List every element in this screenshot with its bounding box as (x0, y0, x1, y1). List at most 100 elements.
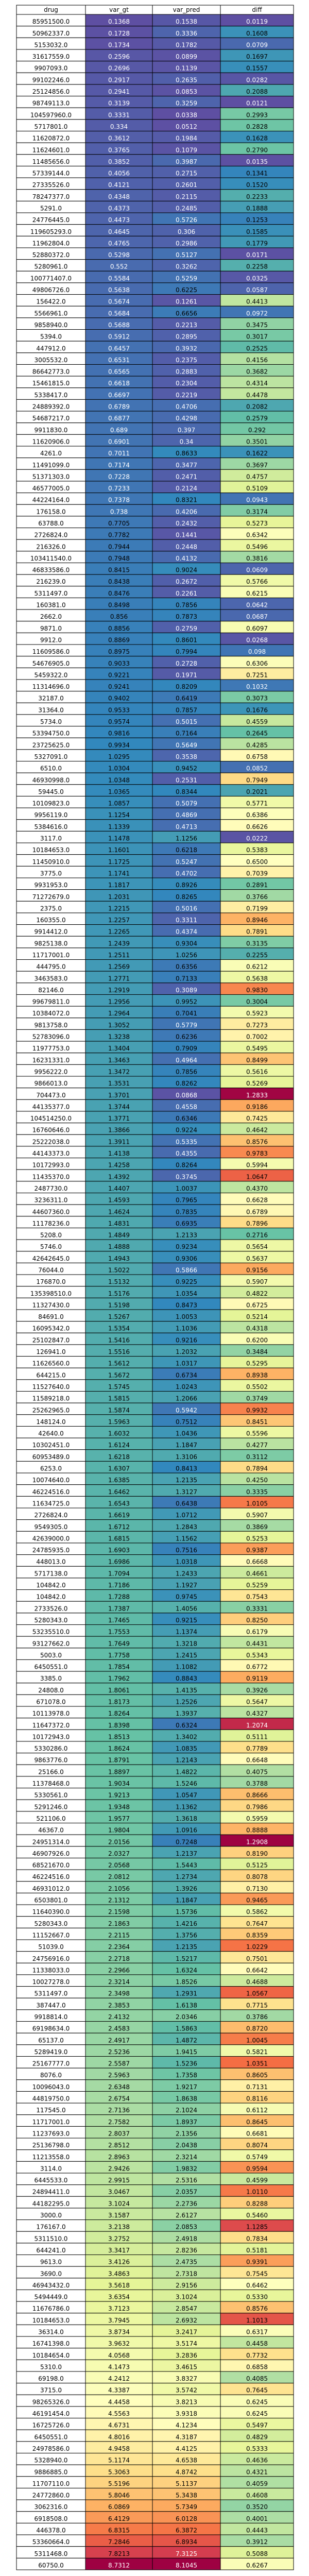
table-row: 25167777.0 2.5587 1.5236 1.0351 (16, 2056, 294, 2069)
cell-var-gt-text: 0.7705 (108, 520, 130, 527)
table-row: 11327430.0 1.5198 0.8473 0.6725 (16, 1297, 294, 1310)
table-row: 11338033.0 2.2966 1.6324 0.6642 (16, 1962, 294, 1975)
table-row: 93127662.0 1.7649 1.3218 0.4431 (16, 1636, 294, 1649)
cell-var-pred-text: 0.8265 (176, 893, 197, 901)
cell-diff-text: 0.5502 (246, 1383, 268, 1391)
table-row: 24772860.0 5.8046 5.3438 0.4608 (16, 2487, 294, 2500)
table-row: 44135377.0 1.3744 0.4558 0.9186 (16, 1099, 294, 1112)
table-row: 60750.0 8.7312 8.1045 0.6267 (16, 2557, 294, 2570)
table-row: 104514250.0 1.3771 0.6346 0.7425 (16, 1111, 294, 1124)
cell-drug-text: 25124856.0 (32, 88, 70, 95)
cell-drug-text: 31364.0 (38, 706, 64, 714)
cell-var-gt-text: 2.0568 (108, 1862, 130, 1869)
cell-diff-text: 0.7002 (246, 1033, 268, 1041)
cell-var-gt-text: 1.7553 (108, 1629, 130, 1636)
cell-diff-text: 0.6200 (246, 1336, 268, 1344)
cell-var-pred-text: 0.9745 (176, 1594, 197, 1601)
cell-diff-text: 0.5460 (246, 2212, 268, 2219)
cell-var-pred-text: 0.5335 (176, 1138, 197, 1145)
table-row: 24951314.0 2.0156 0.7248 1.2908 (16, 1834, 294, 1847)
table-row: 6450551.0 1.7854 1.1082 0.6772 (16, 1659, 294, 1672)
cell-drug-text: 11620872.0 (32, 135, 70, 142)
table-row: 69198634.0 2.4583 1.5863 0.8720 (16, 2021, 294, 2033)
cell-var-pred-text: 0.3477 (176, 462, 197, 469)
cell-var-pred-text: 1.3937 (176, 1710, 197, 1717)
table-row: 53360664.0 7.2846 6.8934 0.3912 (16, 2534, 294, 2547)
cell-diff-text: 0.7732 (246, 2352, 268, 2359)
cell-diff-text: 0.9391 (246, 2259, 268, 2266)
cell-diff-text: 0.1622 (246, 450, 268, 457)
cell-var-gt-text: 1.8061 (108, 1687, 130, 1694)
cell-diff-text: 0.4636 (246, 2457, 268, 2464)
cell-var-gt-text: 1.4943 (108, 1255, 130, 1262)
cell-var-gt-text: 7.8213 (108, 2550, 130, 2557)
table-row: 11620906.0 0.6901 0.34 0.3501 (16, 434, 294, 447)
cell-drug-text: 3236311.0 (35, 1197, 68, 1204)
table-row: 86642773.0 0.6565 0.2883 0.3682 (16, 364, 294, 377)
cell-var-pred-text: 0.7835 (176, 1208, 197, 1215)
cell-diff-text: 0.3788 (246, 1780, 268, 1787)
cell-var-pred-text: 3.5174 (176, 2340, 197, 2347)
cell-var-gt-text: 0.4348 (108, 193, 130, 200)
cell-var-pred-text: 0.2432 (176, 520, 197, 527)
cell-var-pred-text: 2.6932 (176, 2317, 197, 2324)
cell-var-gt-text: 0.9816 (108, 730, 130, 737)
header-var-gt: var_gt (109, 6, 129, 13)
cell-diff-text: 0.3174 (246, 508, 268, 515)
cell-var-pred-text: 1.0256 (176, 952, 197, 959)
table-row: 704473.0 1.3701 0.0868 1.2833 (16, 1088, 294, 1100)
cell-diff-text: 0.1608 (246, 30, 268, 37)
cell-var-gt-text: 4.4458 (108, 2398, 130, 2405)
cell-var-pred-text: 0.1538 (176, 18, 197, 25)
cell-var-gt-text: 0.4121 (108, 181, 130, 189)
cell-diff-text: 0.5343 (246, 1652, 268, 1659)
cell-diff-text: 0.5994 (246, 1162, 268, 1169)
cell-drug-text: 104514250.0 (30, 1115, 72, 1122)
table-row: 9914412.0 1.2265 0.4374 0.7891 (16, 924, 294, 937)
table-row: 5291.0 0.4373 0.2485 0.1888 (16, 200, 294, 213)
table-row: 31617559.0 0.2596 0.0899 0.1697 (16, 49, 294, 62)
cell-diff-text: 0.3816 (246, 555, 268, 562)
table-row: 5459322.0 0.9221 0.1971 0.7251 (16, 667, 294, 680)
cell-var-pred-text: 1.0317 (176, 1360, 197, 1367)
cell-var-gt-text: 5.1174 (108, 2457, 130, 2464)
cell-var-pred-text: 0.4702 (176, 870, 197, 877)
cell-drug-text: 6450551.0 (35, 1664, 68, 1671)
cell-var-pred-text: 0.2986 (176, 240, 197, 247)
cell-diff-text: 0.6628 (246, 1197, 268, 1204)
cell-drug-text: 9825138.0 (35, 940, 68, 947)
table-row: 9863776.0 1.8791 1.2143 0.6648 (16, 1753, 294, 1765)
cell-var-gt-text: 0.8975 (108, 648, 130, 655)
cell-var-pred-text: 0.8344 (176, 788, 197, 795)
cell-diff-text: 0.5495 (246, 1045, 268, 1052)
cell-diff-text: 0.3112 (246, 1453, 268, 1461)
cell-drug-text: 60953489.0 (32, 1453, 70, 1461)
cell-drug-text: 387447.0 (36, 2002, 65, 2009)
table-row: 2662.0 0.856 0.7873 0.0687 (16, 609, 294, 622)
cell-var-gt-text: 1.2956 (108, 998, 130, 1006)
table-row: 11178236.0 1.4831 0.6935 0.7896 (16, 1216, 294, 1228)
cell-drug-text: 119605293.0 (30, 228, 72, 235)
cell-var-pred-text: 3.8213 (176, 2398, 197, 2405)
cell-var-pred-text: 1.1256 (176, 835, 197, 842)
cell-var-gt-text: 0.2941 (108, 88, 130, 95)
cell-var-pred-text: 6.3872 (176, 2527, 197, 2534)
cell-var-gt-text: 0.5912 (108, 333, 130, 341)
cell-var-gt-text: 1.6032 (108, 1430, 130, 1437)
cell-var-pred-text: 4.6538 (176, 2457, 197, 2464)
table-row: 117545.0 2.7136 2.1024 0.6112 (16, 2103, 294, 2115)
cell-var-gt-text: 2.2115 (108, 1931, 130, 1939)
table-row: 176167.0 3.2138 2.0853 1.1285 (16, 2219, 294, 2232)
table-row: 46367.0 1.9804 1.0916 0.8888 (16, 1823, 294, 1835)
cell-var-gt-text: 1.5516 (108, 1348, 130, 1355)
table-row: 5153032.0 0.1734 0.1782 0.0709 (16, 37, 294, 50)
cell-var-pred-text: 0.2115 (176, 193, 197, 200)
cell-diff-text: 0.8359 (246, 1931, 268, 1939)
table-row: 65137.0 2.4917 1.4872 1.0045 (16, 2032, 294, 2045)
cell-var-gt-text: 3.2752 (108, 2235, 130, 2242)
cell-diff-text: 1.1285 (246, 2224, 268, 2231)
cell-diff-text: 0.4458 (246, 2340, 268, 2347)
cell-drug-text: 9866013.0 (35, 1080, 68, 1087)
cell-diff-text: 0.9186 (246, 1103, 268, 1110)
cell-var-gt-text: 2.3853 (108, 2002, 130, 2009)
